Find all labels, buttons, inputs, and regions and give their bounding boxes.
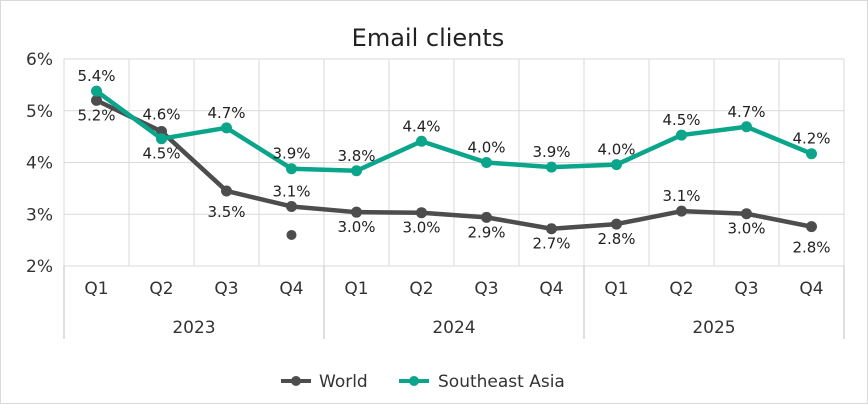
x-group-label: 2023 [172,318,215,338]
data-label: 4.7% [727,103,765,121]
data-label: 4.2% [792,130,830,148]
data-point [221,185,232,197]
legend-swatch-marker [291,376,301,386]
data-point [546,223,557,235]
data-label: 3.1% [662,187,700,205]
data-label: 3.1% [272,182,310,200]
data-point [806,221,817,233]
data-label: 4.4% [402,117,440,135]
x-tick-label: Q1 [344,279,368,299]
x-tick-label: Q4 [799,279,823,299]
x-group-label: 2025 [692,318,735,338]
data-point [91,94,102,106]
y-tick-label: 2% [26,257,53,277]
data-label: 3.9% [532,143,570,161]
data-label: 3.0% [337,218,375,236]
data-point [741,208,752,220]
data-point [286,163,297,175]
data-label: 2.9% [467,223,505,241]
data-label: 3.8% [337,147,375,165]
data-point [806,148,817,160]
data-label: 3.9% [272,145,310,163]
x-tick-label: Q2 [669,279,693,299]
data-point [416,135,427,147]
data-label: 5.4% [77,67,115,85]
x-tick-label: Q3 [734,279,758,299]
data-label: 2.7% [532,235,570,253]
x-tick-label: Q4 [279,279,303,299]
data-label: 3.0% [727,220,765,238]
data-label: 5.2% [77,106,115,124]
data-label: 4.5% [142,145,180,163]
data-point [416,207,427,219]
legend-swatch-marker [409,376,419,386]
y-tick-label: 3% [26,205,53,225]
data-label: 3.5% [207,203,245,221]
data-point [481,211,492,223]
x-tick-label: Q2 [149,279,173,299]
data-point [351,206,362,218]
data-point [676,205,687,217]
data-point [91,85,102,97]
data-point [286,200,297,212]
series-line-0 [94,98,814,231]
data-label: 2.8% [597,230,635,248]
data-point [156,133,167,145]
y-tick-label: 5% [26,102,53,122]
x-group-label: 2024 [432,318,475,338]
extra-data-point [286,229,297,240]
data-point [611,159,622,171]
chart-title: Email clients [352,24,505,52]
x-tick-label: Q3 [474,279,498,299]
data-label: 4.5% [662,111,700,129]
y-tick-label: 6% [26,50,53,70]
legend-label: World [319,372,368,392]
series-line-1 [94,88,814,174]
x-tick-label: Q4 [539,279,563,299]
data-point [741,121,752,133]
data-label: 4.6% [142,105,180,123]
x-tick-label: Q1 [604,279,628,299]
data-label: 4.0% [597,141,635,159]
data-point [481,157,492,168]
data-label: 3.0% [402,219,440,237]
y-tick-label: 4% [26,154,53,174]
data-point [676,129,687,141]
x-tick-label: Q3 [214,279,238,299]
data-label: 2.8% [792,239,830,257]
x-tick-label: Q1 [84,279,108,299]
data-label: 4.7% [207,104,245,122]
data-point [611,218,622,230]
data-point [546,161,557,173]
data-point [221,122,232,134]
data-label: 4.0% [467,139,505,157]
x-tick-label: Q2 [409,279,433,299]
legend-label: Southeast Asia [438,372,565,392]
data-point [351,165,362,177]
